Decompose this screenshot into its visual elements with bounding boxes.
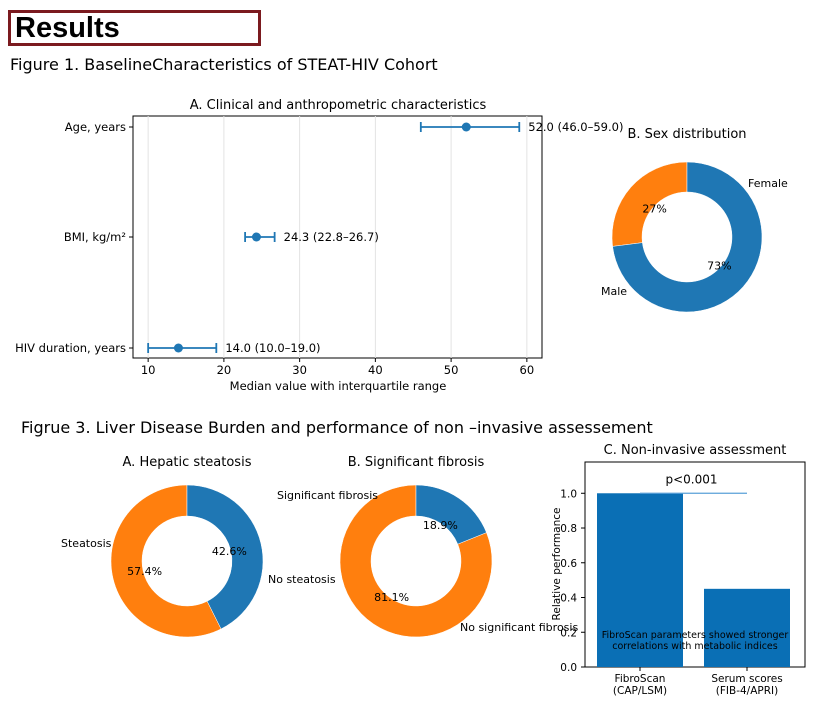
donut-slice [339,484,493,638]
figure-3-title: Figrue 3. Liver Disease Burden and perfo… [21,418,653,437]
steatosis-donut-chart: A. Hepatic steatosis 57.4% No steatosis 42… [61,455,336,638]
sex-donut-title: B. Sex distribution [627,127,746,142]
bar-chart-ylabel: Relative performance [551,508,563,621]
bar-category-sublabel: (CAP/LSM) [613,685,667,697]
results-heading: Results [15,12,120,44]
donut-pct-label: 81.1% [374,591,409,604]
bar-ytick-label: 0.2 [560,627,577,639]
bar-annotation-line-2: correlations with metabolic indices [612,641,778,652]
sex-donut-chart: B. Sex distribution 27% Female 73% Male [601,127,788,313]
donut-pct-label: 42.6% [212,545,247,558]
donut-pct-label: 18.9% [423,519,458,532]
forest-xtick-label: 30 [292,363,307,377]
forest-category-label: BMI, kg/m² [64,230,126,244]
forest-xtick-label: 20 [217,363,232,377]
donut-slice [110,484,222,638]
donut-slice-label: Significant fibrosis [277,489,378,502]
fibrosis-donut-chart: B. Significant fibrosis 81.1% No signific… [277,455,578,638]
donut-pct-label: 57.4% [127,565,162,578]
bar-category-label: FibroScan [615,673,666,685]
bar-ytick-label: 0.4 [560,593,577,605]
donut-pct-label: 73% [707,260,731,273]
donut-slice [186,484,264,630]
donut-slice-label: No steatosis [268,573,336,586]
bar-ytick-label: 0.8 [560,523,577,535]
forest-xtick-label: 60 [520,363,535,377]
bar-ytick-label: 1.0 [560,488,577,500]
forest-plot: A. Clinical and anthropometric character… [15,98,623,393]
donut-slice-label: Female [748,177,788,190]
bar [597,493,683,667]
fibrosis-donut-title: B. Significant fibrosis [348,455,485,470]
donut-slice-label: Steatosis [61,537,112,550]
bar-chart-title: C. Non-invasive assessment [604,443,787,458]
forest-category-label: Age, years [65,120,126,134]
figure-1-title: Figure 1. BaselineCharacteristics of STE… [10,55,438,74]
results-header-box: Results [8,10,261,46]
steatosis-donut-title: A. Hepatic steatosis [123,455,252,470]
donut-slice [415,484,487,545]
forest-xtick-label: 40 [368,363,383,377]
bar-ytick-label: 0.0 [560,662,577,674]
forest-value-label: 24.3 (22.8–26.7) [284,230,379,244]
forest-median-point [461,122,471,132]
bar [704,588,790,667]
forest-plot-xlabel: Median value with interquartile range [230,379,447,393]
forest-median-point [251,232,261,242]
forest-plot-title: A. Clinical and anthropometric character… [190,98,487,113]
forest-value-label: 52.0 (46.0–59.0) [528,120,623,134]
forest-value-label: 14.0 (10.0–19.0) [225,341,320,355]
noninvasive-bar-chart: C. Non-invasive assessment 0.0 0.2 0.4 0.6 0… [551,443,806,697]
bar-category-sublabel: (FIB-4/APRI) [716,685,778,697]
donut-slice-label: No significant fibrosis [460,621,578,634]
forest-category-label: HIV duration, years [15,341,126,355]
bar-ytick-label: 0.6 [560,558,577,570]
bar-annotation-line-1: FibroScan parameters showed stronger [602,630,789,641]
forest-xtick-label: 10 [141,363,156,377]
forest-median-point [173,343,183,353]
significance-label: p<0.001 [665,472,717,486]
donut-pct-label: 27% [642,202,666,215]
bar-chart-frame [584,461,806,668]
donut-slice-label: Male [601,285,627,298]
donut-slice [612,161,763,313]
bar-category-label: Serum scores [711,673,782,685]
forest-xtick-label: 50 [444,363,459,377]
